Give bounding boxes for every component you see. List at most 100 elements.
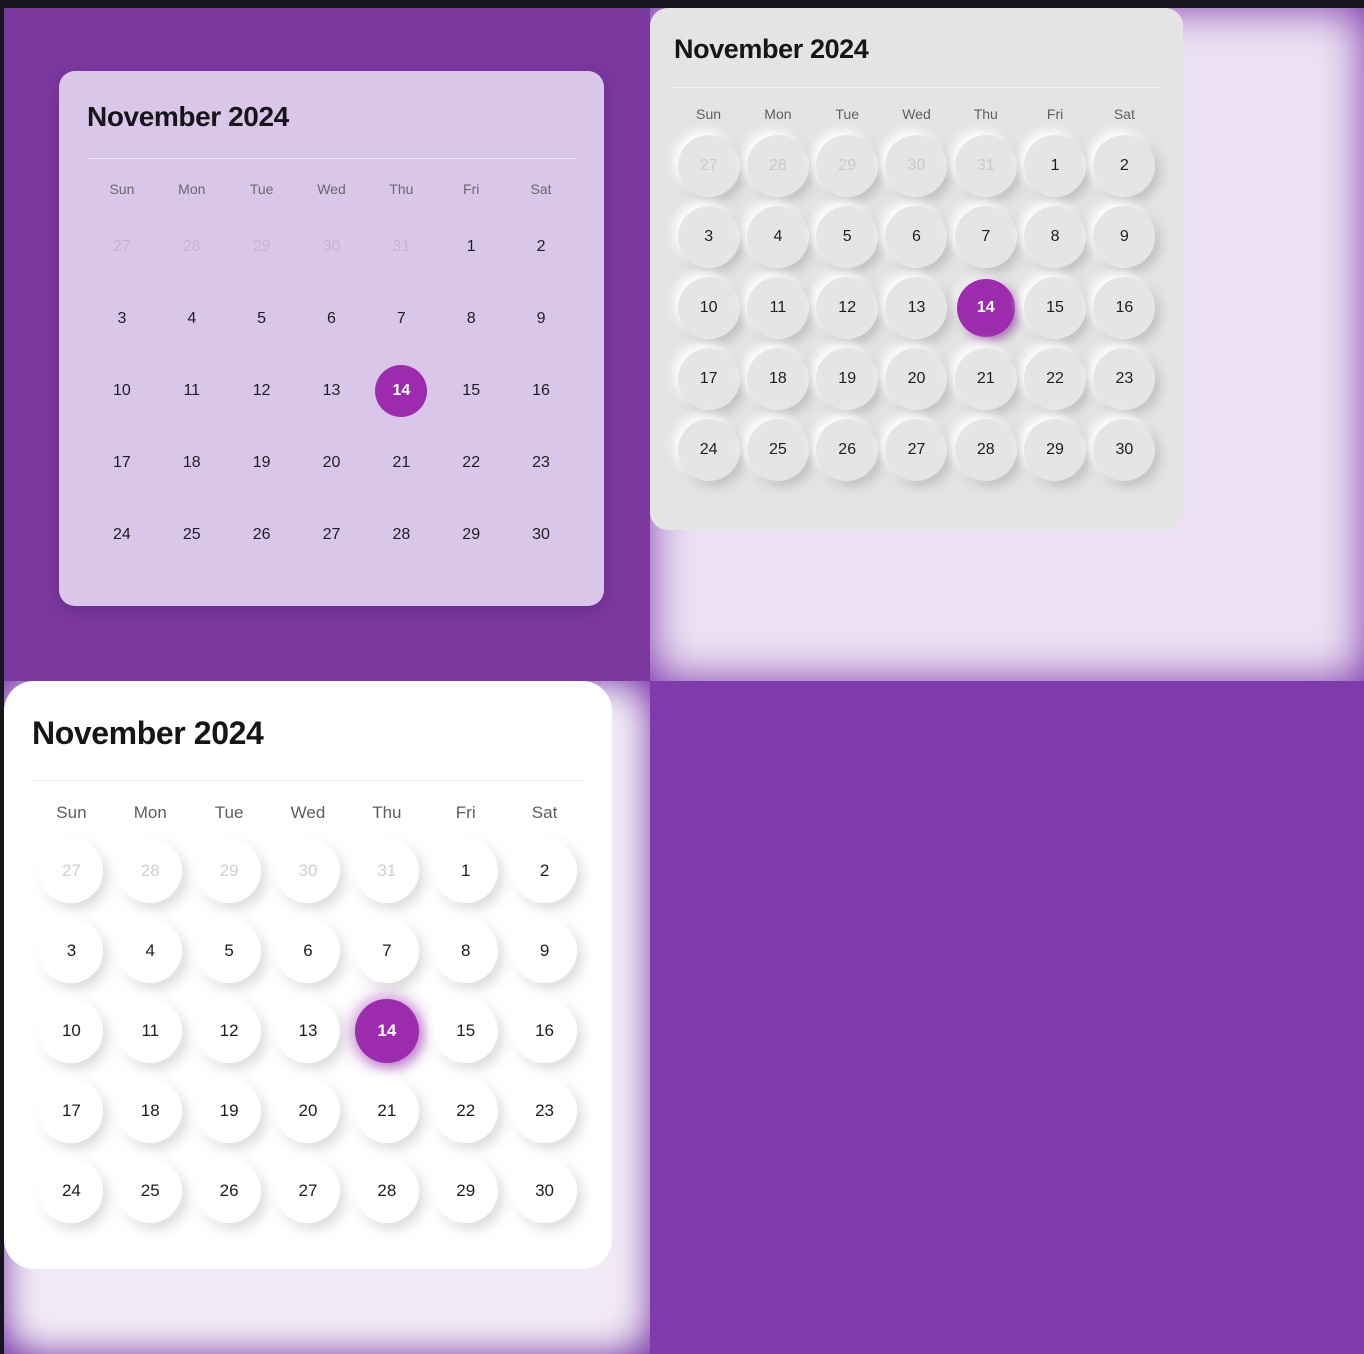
day-button[interactable]: 7 xyxy=(396,310,406,327)
day-button[interactable]: 26 xyxy=(252,526,271,543)
day-button[interactable]: 13 xyxy=(275,999,340,1063)
day-button[interactable]: 12 xyxy=(197,999,262,1063)
day-button[interactable]: 21 xyxy=(954,347,1017,410)
day-button[interactable]: 4 xyxy=(118,919,183,983)
day-button-outside-month[interactable]: 28 xyxy=(118,839,183,903)
day-button[interactable]: 19 xyxy=(816,347,879,410)
day-button[interactable]: 21 xyxy=(354,1079,419,1143)
day-button[interactable]: 4 xyxy=(746,205,809,268)
day-button-outside-month[interactable]: 30 xyxy=(275,839,340,903)
day-button[interactable]: 19 xyxy=(252,454,271,471)
calendar-card-neumorphic-gray[interactable]: November 2024 Sun Mon Tue Wed Thu Fri Sat 27 28… xyxy=(650,8,1183,530)
day-button[interactable]: 13 xyxy=(885,276,948,339)
day-button-outside-month[interactable]: 30 xyxy=(322,238,341,255)
day-button[interactable]: 2 xyxy=(1093,134,1156,197)
day-button[interactable]: 8 xyxy=(466,310,476,327)
day-button[interactable]: 22 xyxy=(1024,347,1087,410)
day-button[interactable]: 30 xyxy=(1093,418,1156,481)
day-button[interactable]: 16 xyxy=(532,382,550,399)
day-button[interactable]: 17 xyxy=(39,1079,104,1143)
day-button-outside-month[interactable]: 27 xyxy=(677,134,740,197)
day-button[interactable]: 16 xyxy=(1093,276,1156,339)
day-button-selected[interactable]: 14 xyxy=(375,365,428,417)
day-button[interactable]: 21 xyxy=(392,454,411,471)
day-button[interactable]: 30 xyxy=(512,1159,577,1223)
day-button[interactable]: 17 xyxy=(113,454,131,471)
day-button[interactable]: 22 xyxy=(433,1079,498,1143)
day-button-selected[interactable]: 14 xyxy=(354,999,419,1063)
day-button[interactable]: 11 xyxy=(746,276,809,339)
day-button[interactable]: 20 xyxy=(885,347,948,410)
day-button[interactable]: 19 xyxy=(197,1079,262,1143)
day-button[interactable]: 2 xyxy=(536,238,546,255)
day-button[interactable]: 27 xyxy=(275,1159,340,1223)
day-button[interactable]: 12 xyxy=(252,382,271,399)
day-button[interactable]: 15 xyxy=(433,999,498,1063)
day-button[interactable]: 12 xyxy=(816,276,879,339)
day-button[interactable]: 25 xyxy=(746,418,809,481)
day-button[interactable]: 20 xyxy=(322,454,341,471)
day-button[interactable]: 9 xyxy=(1093,205,1156,268)
day-button[interactable]: 3 xyxy=(39,919,104,983)
day-button-outside-month[interactable]: 31 xyxy=(354,839,419,903)
day-button[interactable]: 17 xyxy=(677,347,740,410)
day-button[interactable]: 24 xyxy=(113,526,131,543)
day-button[interactable]: 5 xyxy=(816,205,879,268)
day-button[interactable]: 9 xyxy=(536,310,546,327)
day-button-selected[interactable]: 14 xyxy=(956,278,1015,337)
calendar-card-flat-lavender[interactable]: November 2024 Sun Mon Tue Wed Thu Fri Sat 27 28… xyxy=(59,71,604,606)
day-button[interactable]: 29 xyxy=(462,526,481,543)
day-button[interactable]: 1 xyxy=(466,238,476,255)
day-button[interactable]: 5 xyxy=(257,310,267,327)
day-button[interactable]: 6 xyxy=(327,310,336,327)
day-button[interactable]: 3 xyxy=(677,205,740,268)
day-button[interactable]: 25 xyxy=(182,526,201,543)
day-button[interactable]: 27 xyxy=(885,418,948,481)
day-button[interactable]: 6 xyxy=(275,919,340,983)
day-button[interactable]: 23 xyxy=(532,454,550,471)
day-button[interactable]: 11 xyxy=(183,382,201,399)
day-button[interactable]: 18 xyxy=(746,347,809,410)
day-button[interactable]: 26 xyxy=(816,418,879,481)
day-button-outside-month[interactable]: 29 xyxy=(197,839,262,903)
day-button[interactable]: 24 xyxy=(39,1159,104,1223)
day-button-outside-month[interactable]: 28 xyxy=(182,238,201,255)
day-button-outside-month[interactable]: 30 xyxy=(885,134,948,197)
day-button[interactable]: 27 xyxy=(322,526,341,543)
day-button[interactable]: 7 xyxy=(354,919,419,983)
day-button[interactable]: 28 xyxy=(954,418,1017,481)
day-button[interactable]: 9 xyxy=(512,919,577,983)
day-button[interactable]: 2 xyxy=(512,839,577,903)
day-button[interactable]: 24 xyxy=(677,418,740,481)
day-button[interactable]: 20 xyxy=(275,1079,340,1143)
day-button[interactable]: 22 xyxy=(462,454,481,471)
day-button[interactable]: 8 xyxy=(1024,205,1087,268)
day-button[interactable]: 5 xyxy=(197,919,262,983)
day-button[interactable]: 16 xyxy=(512,999,577,1063)
day-button[interactable]: 10 xyxy=(39,999,104,1063)
day-button[interactable]: 7 xyxy=(954,205,1017,268)
day-button-outside-month[interactable]: 31 xyxy=(392,238,411,255)
day-button[interactable]: 3 xyxy=(117,310,127,327)
day-button-outside-month[interactable]: 28 xyxy=(746,134,809,197)
day-button-outside-month[interactable]: 27 xyxy=(113,238,131,255)
day-button[interactable]: 1 xyxy=(433,839,498,903)
day-button[interactable]: 18 xyxy=(118,1079,183,1143)
day-button[interactable]: 10 xyxy=(677,276,740,339)
day-button[interactable]: 29 xyxy=(433,1159,498,1223)
day-button[interactable]: 28 xyxy=(392,526,411,543)
day-button[interactable]: 25 xyxy=(118,1159,183,1223)
day-button[interactable]: 15 xyxy=(1024,276,1087,339)
day-button-outside-month[interactable]: 29 xyxy=(252,238,271,255)
day-button-outside-month[interactable]: 27 xyxy=(39,839,104,903)
day-button[interactable]: 26 xyxy=(197,1159,262,1223)
day-button[interactable]: 10 xyxy=(113,382,131,399)
day-button[interactable]: 11 xyxy=(118,999,183,1063)
day-button[interactable]: 23 xyxy=(1093,347,1156,410)
day-button[interactable]: 23 xyxy=(512,1079,577,1143)
day-button[interactable]: 6 xyxy=(885,205,948,268)
day-button[interactable]: 1 xyxy=(1024,134,1087,197)
day-button[interactable]: 30 xyxy=(532,526,550,543)
calendar-card-soft-white[interactable]: November 2024 Sun Mon Tue Wed Thu Fri Sat 27 28… xyxy=(4,681,612,1269)
day-button[interactable]: 15 xyxy=(462,382,481,399)
